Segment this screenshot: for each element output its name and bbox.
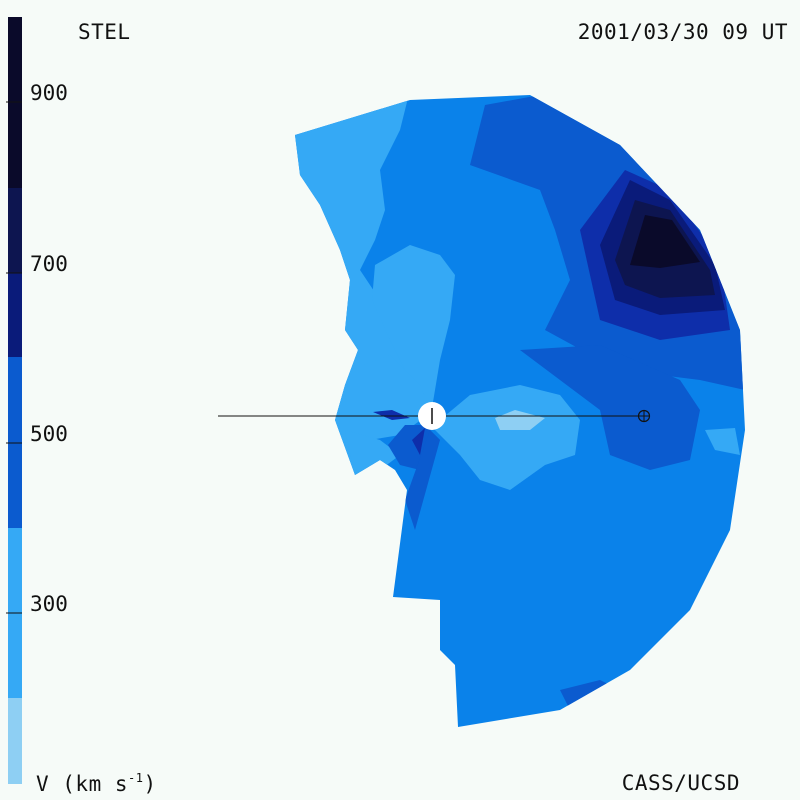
timestamp-label: 2001/03/30 09 UT — [577, 20, 788, 44]
colorbar-level-3 — [8, 188, 22, 273]
colorbar-tick-label: 500 — [30, 422, 68, 446]
credit-label: CASS/UCSD — [621, 771, 740, 795]
sun-icon — [418, 402, 446, 430]
velocity-contour-map — [295, 95, 745, 727]
colorbar-tick-label: 300 — [30, 592, 68, 616]
colorbar-level-2 — [8, 102, 22, 188]
colorbar-level-4 — [8, 273, 22, 357]
colorbar-level-1 — [8, 17, 22, 102]
colorbar — [6, 17, 22, 784]
units-label: V (km s-1) — [36, 771, 157, 796]
colorbar-tick-label: 700 — [30, 252, 68, 276]
earth-icon — [637, 409, 651, 423]
colorbar-level-7 — [8, 698, 22, 784]
colorbar-tick-label: 900 — [30, 81, 68, 105]
source-label: STEL — [78, 20, 131, 44]
